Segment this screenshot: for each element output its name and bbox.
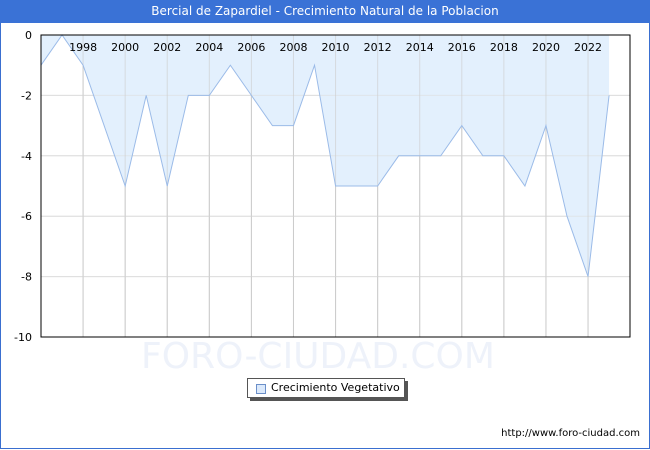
legend-label: Crecimiento Vegetativo [271, 381, 400, 394]
x-tick-label: 2000 [111, 41, 139, 54]
x-tick-label: 2022 [574, 41, 602, 54]
x-tick-label: 1998 [69, 41, 97, 54]
x-tick-label: 2020 [532, 41, 560, 54]
y-tick-label: -2 [21, 89, 32, 102]
x-tick-label: 2004 [195, 41, 223, 54]
legend: Crecimiento Vegetativo [247, 378, 405, 398]
y-tick-label: -8 [21, 271, 32, 284]
chart-title: Bercial de Zapardiel - Crecimiento Natur… [0, 0, 650, 23]
x-tick-label: 2002 [153, 41, 181, 54]
data-line [40, 34, 610, 277]
x-tick-label: 2010 [322, 41, 350, 54]
plot-border [40, 34, 631, 338]
x-tick-label: 2008 [279, 41, 307, 54]
legend-swatch-icon [256, 384, 266, 394]
footer-url[interactable]: http://www.foro-ciudad.com [501, 428, 640, 439]
y-tick-label: -10 [14, 331, 32, 344]
x-tick-label: 2016 [448, 41, 476, 54]
y-tick-label: -6 [21, 210, 32, 223]
y-tick-label: -4 [21, 150, 32, 163]
watermark: FORO-CIUDAD.COM [141, 336, 495, 377]
x-tick-label: 2014 [406, 41, 434, 54]
x-tick-label: 2012 [364, 41, 392, 54]
y-tick-label: 0 [25, 29, 32, 42]
x-tick-label: 2018 [490, 41, 518, 54]
x-tick-label: 2006 [237, 41, 265, 54]
